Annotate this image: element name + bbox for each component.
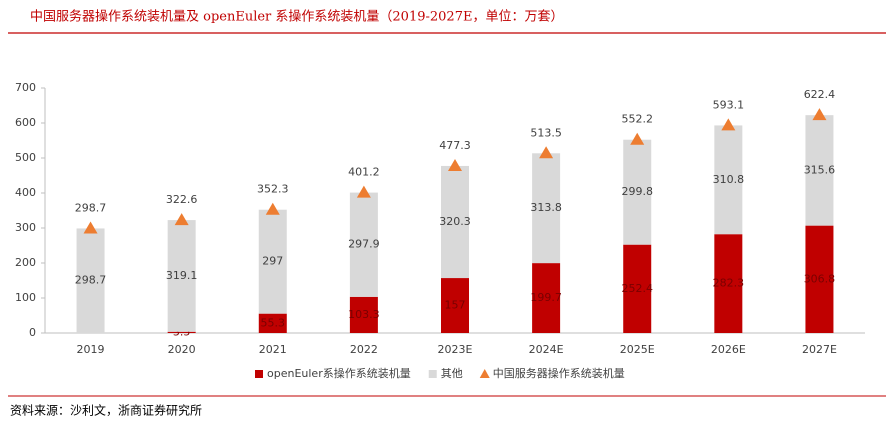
total-marker xyxy=(448,158,462,171)
bar-segment xyxy=(76,228,105,333)
y-tick-label: 600 xyxy=(15,116,36,129)
segment-label: 313.8 xyxy=(530,201,562,214)
bar-segment xyxy=(441,278,469,333)
x-tick-label: 2019 xyxy=(77,343,105,356)
total-label: 322.6 xyxy=(166,193,198,206)
total-marker xyxy=(174,213,189,226)
x-tick-label: 2022 xyxy=(350,343,378,356)
legend-label: 中国服务器操作系统装机量 xyxy=(493,366,625,380)
total-label: 552.2 xyxy=(621,113,653,126)
legend-marker xyxy=(479,369,490,378)
bar-segment xyxy=(167,331,196,333)
total-label: 352.3 xyxy=(257,183,289,196)
y-tick-label: 300 xyxy=(15,221,36,234)
legend-swatch xyxy=(255,370,263,378)
segment-label: 282.3 xyxy=(713,277,745,290)
total-marker xyxy=(812,108,827,121)
segment-label: 310.8 xyxy=(713,173,745,186)
bar-segment xyxy=(258,313,287,333)
bar-segment xyxy=(623,244,652,333)
segment-label: 252.4 xyxy=(621,282,653,295)
x-tick-label: 2020 xyxy=(168,343,196,356)
y-tick-label: 100 xyxy=(15,291,36,304)
bar-segment xyxy=(258,209,287,314)
total-marker xyxy=(539,146,554,159)
total-label: 593.1 xyxy=(713,98,745,111)
legend-label: openEuler系操作系统装机量 xyxy=(267,366,411,380)
x-tick-label: 2027E xyxy=(802,343,837,356)
bar-segment xyxy=(349,296,378,333)
x-tick-label: 2021 xyxy=(259,343,287,356)
bar-segment xyxy=(441,165,469,279)
legend-label: 其他 xyxy=(441,367,463,380)
segment-label: 320.3 xyxy=(439,215,471,228)
segment-label: 199.7 xyxy=(530,291,562,304)
bar-segment xyxy=(349,192,378,297)
source: 资料来源：沙利文，浙商证券研究所 xyxy=(10,403,202,418)
y-tick-label: 500 xyxy=(15,151,36,164)
total-label: 513.5 xyxy=(530,126,562,139)
total-marker xyxy=(356,185,371,198)
legend-swatch xyxy=(428,370,437,378)
segment-label: 297.9 xyxy=(348,238,380,251)
total-marker xyxy=(721,118,736,131)
bar-segment xyxy=(532,263,561,333)
x-tick-label: 2023E xyxy=(438,343,473,356)
segment-label: 315.6 xyxy=(804,163,836,176)
total-marker xyxy=(83,221,98,234)
segment-label: 297 xyxy=(262,255,283,268)
x-tick-label: 2024E xyxy=(529,343,564,356)
total-marker xyxy=(630,132,645,145)
bar-segment xyxy=(714,125,743,235)
segment-label: 157 xyxy=(445,299,466,312)
y-tick-label: 400 xyxy=(15,186,36,199)
total-label: 622.4 xyxy=(804,88,836,101)
bar-segment xyxy=(805,225,834,333)
segment-label: 103.3 xyxy=(348,308,380,321)
total-label: 298.7 xyxy=(75,201,107,214)
bar-segment xyxy=(805,115,834,226)
bar-segment xyxy=(167,220,196,332)
bar-segment xyxy=(623,139,652,245)
x-tick-label: 2026E xyxy=(711,343,746,356)
segment-label: 319.1 xyxy=(166,269,198,282)
bar-segment xyxy=(714,234,743,333)
total-label: 477.3 xyxy=(439,139,471,152)
x-tick-label: 2025E xyxy=(620,343,655,356)
segment-label: 55.3 xyxy=(261,316,286,329)
bar-segment xyxy=(532,153,561,264)
segment-label: 306.8 xyxy=(804,272,836,285)
segment-label: 298.7 xyxy=(75,274,107,287)
total-marker xyxy=(265,202,280,215)
y-tick-label: 700 xyxy=(15,81,36,94)
y-tick-label: 200 xyxy=(15,256,36,269)
total-label: 401.2 xyxy=(348,166,380,179)
segment-label: 299.8 xyxy=(621,185,653,198)
y-tick-label: 0 xyxy=(29,326,36,339)
chart-title: 中国服务器操作系统装机量及 openEuler 系操作系统装机量（2019-20… xyxy=(30,9,563,25)
